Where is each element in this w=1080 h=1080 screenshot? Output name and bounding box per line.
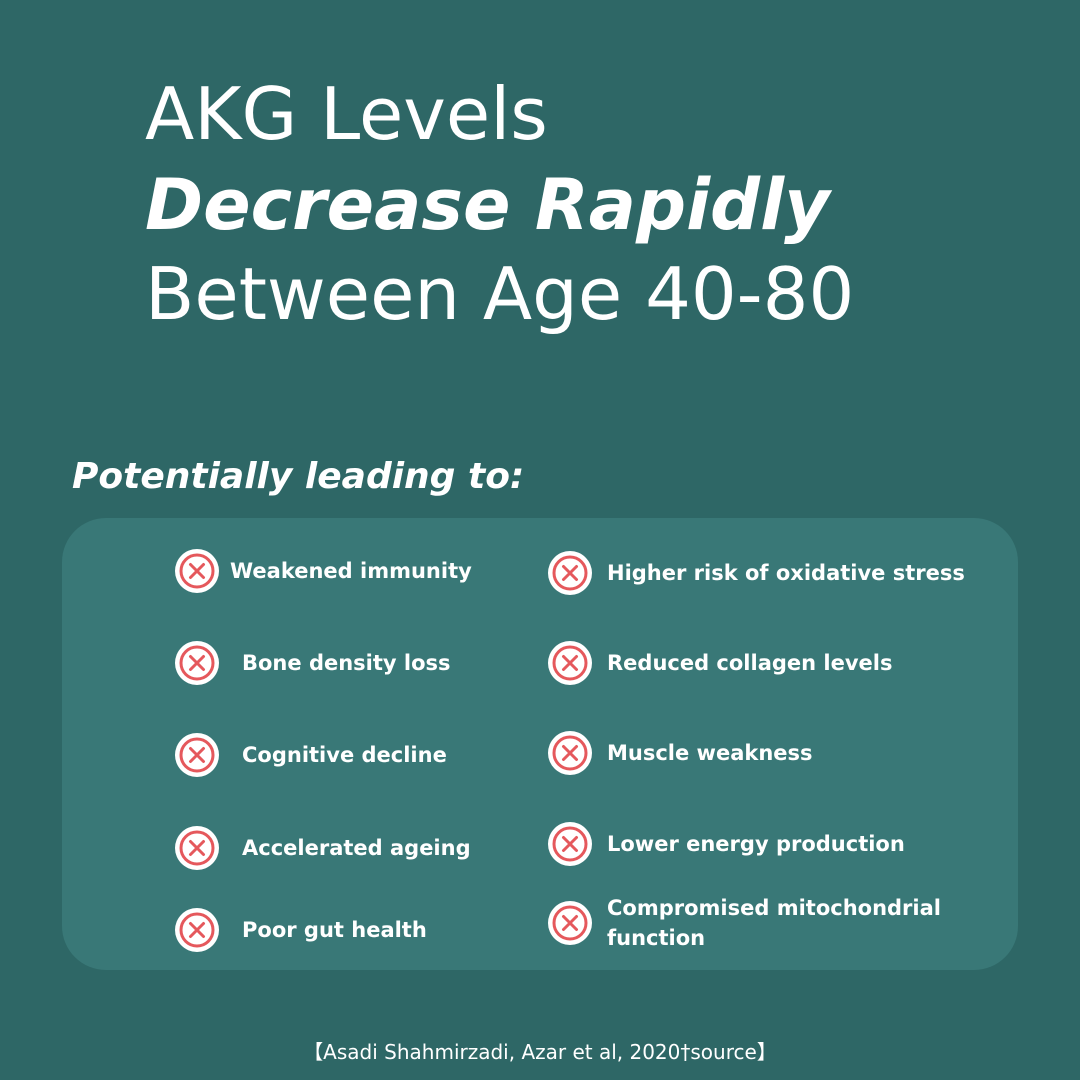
source-citation: 【Asadi Shahmirzadi, Azar et al, 2020†sou… [303, 1040, 777, 1064]
list-item: Accelerated ageing [174, 825, 522, 871]
list-item-label: Higher risk of oxidative stress [607, 561, 965, 585]
list-item-label: Weakened immunity [230, 559, 472, 583]
x-circle-icon [174, 732, 220, 778]
list-item-label: Bone density loss [242, 651, 451, 675]
x-circle-icon [174, 640, 220, 686]
list-item: Bone density loss [174, 640, 522, 686]
list-item: Weakened immunity [174, 548, 510, 594]
list-item-label: Lower energy production [607, 832, 905, 856]
title-line-3: Between Age 40-80 [145, 252, 855, 336]
list-item-label: Poor gut health [242, 918, 427, 942]
x-circle-icon [174, 825, 220, 871]
list-item-label: Accelerated ageing [242, 836, 471, 860]
list-item-label: Compromised mitochondrial function [607, 896, 941, 950]
list-item-label: Reduced collagen levels [607, 651, 893, 675]
x-circle-icon [547, 821, 593, 867]
list-item: Reduced collagen levels [547, 640, 967, 686]
x-circle-icon [547, 900, 593, 946]
list-item: Higher risk of oxidative stress [547, 550, 967, 596]
list-item: Lower energy production [547, 821, 967, 867]
subtitle: Potentially leading to: [72, 456, 525, 497]
x-circle-icon [174, 907, 220, 953]
effects-panel [62, 518, 1018, 970]
x-circle-icon [547, 550, 593, 596]
x-circle-icon [547, 640, 593, 686]
list-item: Cognitive decline [174, 732, 522, 778]
list-item: Muscle weakness [547, 730, 967, 776]
list-item: Poor gut health [174, 907, 522, 953]
list-item-label: Muscle weakness [607, 741, 813, 765]
x-circle-icon [174, 548, 220, 594]
list-item: Compromised mitochondrial function [547, 893, 967, 953]
x-circle-icon [547, 730, 593, 776]
title-line-2: Decrease Rapidly [145, 164, 830, 246]
list-item-label: Cognitive decline [242, 743, 447, 767]
title-line-1: AKG Levels [145, 72, 548, 156]
